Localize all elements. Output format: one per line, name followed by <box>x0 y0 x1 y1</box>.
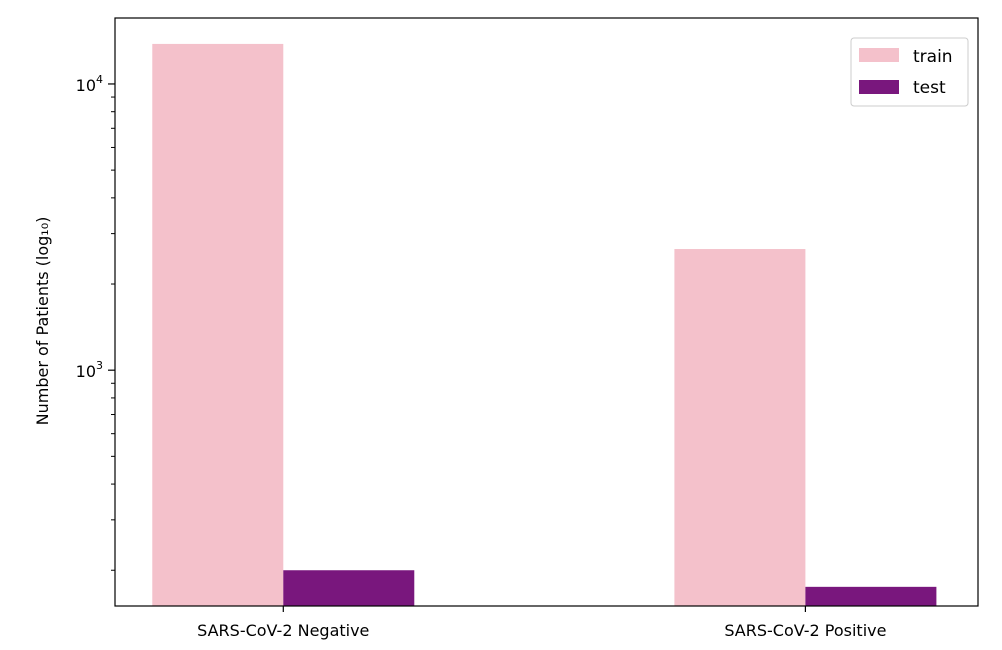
legend-swatch-train <box>859 48 899 62</box>
bar-train-1 <box>674 249 806 607</box>
bar-train-0 <box>152 43 284 606</box>
x-tick-label: SARS-CoV-2 Negative <box>197 621 369 640</box>
plot-frame <box>114 17 979 607</box>
legend-label-train: train <box>913 47 953 67</box>
y-axis-label: Number of Patients (log₁₀) <box>33 217 52 426</box>
legend-swatch-test <box>859 80 899 94</box>
legend-label-test: test <box>913 78 946 98</box>
bars-group <box>152 43 937 607</box>
bar-test-0 <box>283 570 415 606</box>
y-tick-label: 103 <box>76 359 103 381</box>
y-tick-label: 104 <box>76 73 103 95</box>
x-tick-label: SARS-CoV-2 Positive <box>724 621 886 640</box>
bar-test-1 <box>805 586 937 606</box>
axes-group: 103 104 SARS-CoV-2 Negative SARS-CoV-2 Posi… <box>76 17 979 640</box>
legend: train test <box>850 37 969 107</box>
